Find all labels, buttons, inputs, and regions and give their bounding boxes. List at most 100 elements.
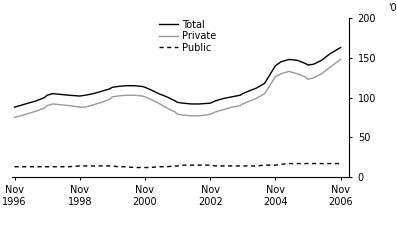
- Private: [50, 103, 55, 105]
- Total: [262, 82, 267, 85]
- Public: [175, 165, 180, 167]
- Private: [295, 72, 300, 75]
- Total: [34, 99, 39, 102]
- Public: [45, 165, 50, 168]
- Public: [132, 166, 137, 169]
- Private: [91, 104, 96, 106]
- Total: [156, 92, 161, 95]
- Public: [238, 165, 243, 167]
- Private: [189, 114, 194, 117]
- Private: [197, 114, 202, 117]
- Private: [311, 76, 316, 79]
- Total: [77, 95, 82, 97]
- Public: [240, 165, 245, 167]
- Public: [262, 164, 267, 167]
- Private: [262, 92, 267, 95]
- Total: [143, 86, 147, 89]
- Total: [132, 84, 137, 87]
- Private: [306, 78, 310, 81]
- Public: [83, 165, 88, 167]
- Private: [229, 106, 234, 109]
- Private: [164, 106, 169, 109]
- Total: [197, 103, 202, 105]
- Public: [143, 166, 147, 169]
- Public: [338, 162, 343, 165]
- Text: '000: '000: [388, 2, 397, 13]
- Private: [67, 104, 71, 107]
- Total: [181, 102, 185, 104]
- Private: [238, 104, 243, 107]
- Private: [173, 111, 177, 113]
- Total: [67, 94, 71, 96]
- Private: [175, 113, 180, 116]
- Private: [107, 98, 112, 101]
- Public: [12, 165, 17, 168]
- Private: [12, 116, 17, 119]
- Private: [208, 113, 212, 116]
- Public: [287, 162, 291, 165]
- Public: [50, 165, 55, 168]
- Total: [189, 103, 194, 105]
- Public: [91, 165, 96, 167]
- Total: [273, 64, 278, 67]
- Total: [99, 90, 104, 93]
- Private: [45, 104, 50, 107]
- Private: [222, 108, 226, 111]
- Total: [279, 60, 283, 63]
- Public: [148, 166, 153, 169]
- Public: [328, 162, 332, 165]
- Total: [240, 92, 245, 95]
- Public: [295, 162, 300, 165]
- Private: [338, 58, 343, 61]
- Total: [58, 93, 63, 96]
- Total: [254, 87, 259, 89]
- Total: [238, 94, 243, 96]
- Private: [287, 70, 291, 73]
- Line: Private: Private: [15, 59, 341, 118]
- Total: [306, 64, 310, 66]
- Total: [148, 88, 153, 91]
- Private: [42, 106, 47, 109]
- Total: [26, 102, 31, 104]
- Public: [140, 166, 145, 169]
- Private: [99, 101, 104, 104]
- Public: [311, 162, 316, 165]
- Public: [208, 164, 212, 167]
- Total: [328, 52, 332, 55]
- Public: [99, 165, 104, 167]
- Private: [279, 72, 283, 75]
- Public: [273, 164, 278, 167]
- Total: [287, 58, 291, 61]
- Total: [107, 87, 112, 90]
- Private: [34, 110, 39, 112]
- Private: [148, 98, 153, 101]
- Private: [303, 76, 308, 78]
- Line: Total: Total: [15, 47, 341, 107]
- Public: [116, 165, 120, 168]
- Public: [229, 165, 234, 167]
- Public: [254, 165, 259, 167]
- Total: [91, 92, 96, 95]
- Public: [319, 162, 324, 165]
- Total: [311, 63, 316, 66]
- Total: [45, 94, 50, 96]
- Total: [303, 62, 308, 65]
- Total: [338, 46, 343, 49]
- Private: [181, 114, 185, 116]
- Public: [173, 165, 177, 167]
- Public: [222, 165, 226, 167]
- Public: [18, 165, 23, 168]
- Public: [77, 165, 82, 167]
- Public: [107, 165, 112, 167]
- Public: [164, 165, 169, 168]
- Total: [18, 104, 23, 107]
- Private: [319, 72, 324, 75]
- Public: [303, 162, 308, 165]
- Total: [140, 85, 145, 88]
- Private: [143, 95, 147, 98]
- Public: [189, 164, 194, 167]
- Public: [58, 165, 63, 168]
- Public: [34, 165, 39, 168]
- Private: [110, 95, 115, 98]
- Public: [279, 163, 283, 166]
